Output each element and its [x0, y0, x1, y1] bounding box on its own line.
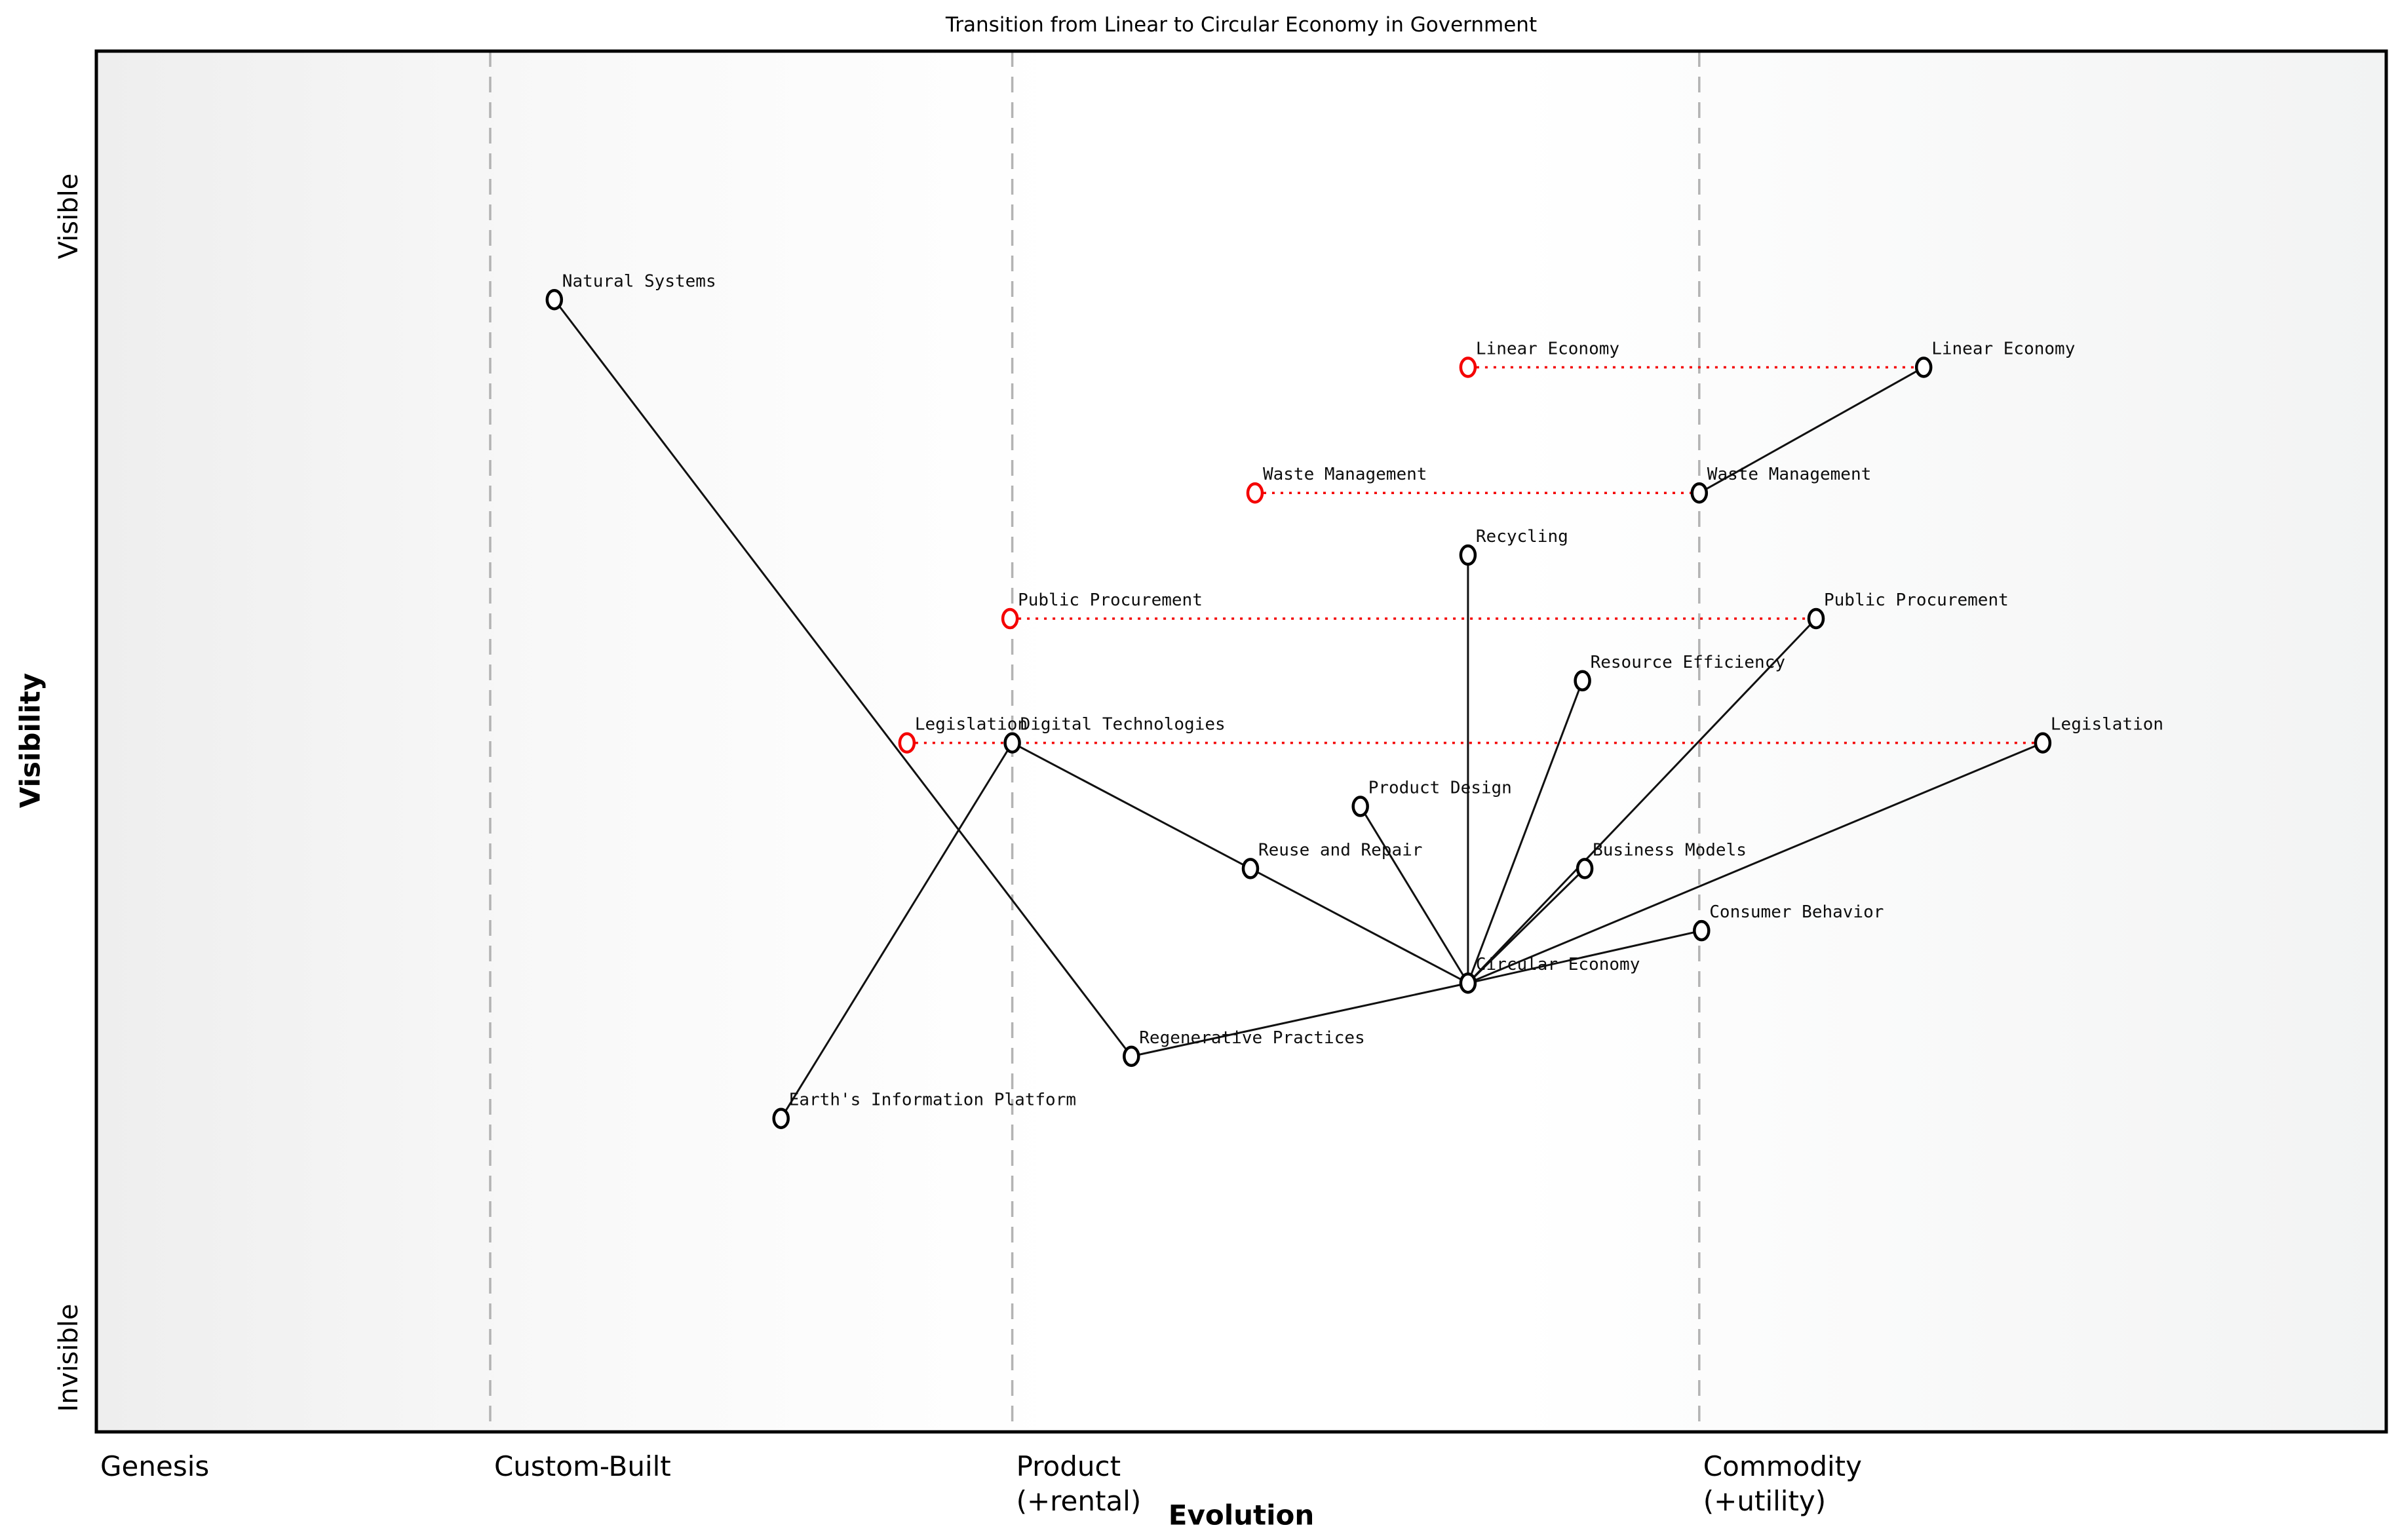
plot-border: [94, 49, 2388, 1434]
node-label-waste-management: Waste Management: [1707, 465, 1871, 484]
node-label-digital-technologies: Digital Technologies: [1020, 715, 1226, 735]
node-earths-information-platform: [772, 1107, 790, 1129]
node-circular-economy: [1459, 972, 1477, 994]
edge-circular-economy-to-product-design: [1359, 805, 1469, 984]
node-public-procurement-old: [1001, 607, 1019, 630]
edge-earths-information-platform-to-digital-technologies: [780, 742, 1013, 1119]
node-resource-efficiency: [1574, 670, 1591, 692]
edge-digital-technologies-to-reuse-and-repair: [1011, 742, 1251, 870]
node-business-models: [1576, 858, 1594, 879]
node-label-recycling: Recycling: [1476, 527, 1568, 547]
node-label-public-procurement-old: Public Procurement: [1018, 590, 1203, 610]
node-legislation-old: [898, 732, 916, 754]
x-stage-label-genesis: Genesis: [100, 1450, 210, 1482]
edge-natural-systems-to-regenerative-practices: [553, 299, 1132, 1057]
x-axis-title: Evolution: [1168, 1499, 1315, 1531]
y-axis-bottom-tick-label: Invisible: [54, 1303, 84, 1412]
node-product-design: [1351, 796, 1369, 817]
edge-linear-economy-to-waste-management: [1699, 366, 1924, 494]
node-label-legislation: Legislation: [2051, 715, 2163, 735]
edge-circular-economy-to-legislation: [1467, 742, 2043, 984]
node-label-regenerative-practices: Regenerative Practices: [1139, 1028, 1365, 1048]
node-label-business-models: Business Models: [1593, 840, 1747, 860]
node-label-public-procurement: Public Procurement: [1824, 590, 2009, 610]
node-waste-management: [1690, 482, 1709, 504]
node-label-waste-management-old: Waste Management: [1263, 465, 1427, 484]
node-label-circular-economy: Circular Economy: [1476, 955, 1640, 974]
node-legislation: [2034, 732, 2052, 754]
node-label-legislation-old: Legislation: [915, 715, 1028, 735]
node-label-consumer-behavior: Consumer Behavior: [1709, 902, 1884, 922]
y-axis-title: Visibility: [14, 672, 47, 809]
edge-circular-economy-to-consumer-behavior: [1467, 929, 1702, 984]
node-label-linear-economy: Linear Economy: [1931, 339, 2075, 359]
edge-circular-economy-to-public-procurement: [1467, 617, 1817, 984]
node-label-product-design: Product Design: [1368, 779, 1512, 798]
node-label-earths-information-platform: Earth's Information Platform: [789, 1090, 1076, 1110]
node-reuse-and-repair: [1241, 858, 1260, 879]
x-stage-label-commodity: Commodity (+utility): [1703, 1450, 1862, 1517]
node-consumer-behavior: [1693, 919, 1711, 942]
node-natural-systems: [545, 289, 564, 311]
node-label-natural-systems: Natural Systems: [562, 271, 716, 291]
node-recycling: [1459, 544, 1477, 566]
y-axis-top-tick-label: Visible: [54, 173, 84, 260]
node-linear-economy-old: [1459, 356, 1477, 378]
plot-background: [96, 51, 2386, 1432]
node-linear-economy: [1914, 356, 1933, 378]
node-public-procurement: [1807, 607, 1825, 630]
node-label-linear-economy-old: Linear Economy: [1476, 339, 1619, 359]
node-waste-management-old: [1246, 482, 1264, 504]
edge-circular-economy-to-reuse-and-repair: [1250, 868, 1469, 984]
node-regenerative-practices: [1123, 1045, 1140, 1068]
x-stage-label-custom-built: Custom-Built: [494, 1450, 671, 1482]
edge-circular-economy-to-regenerative-practices: [1131, 982, 1469, 1058]
edge-circular-economy-to-resource-efficiency: [1467, 680, 1584, 984]
chart-title: Transition from Linear to Circular Econo…: [945, 13, 1538, 37]
node-digital-technologies: [1003, 732, 1021, 754]
node-label-resource-efficiency: Resource Efficiency: [1591, 653, 1785, 672]
x-stage-label-product: Product (+rental): [1016, 1450, 1142, 1517]
node-label-reuse-and-repair: Reuse and Repair: [1258, 840, 1422, 860]
